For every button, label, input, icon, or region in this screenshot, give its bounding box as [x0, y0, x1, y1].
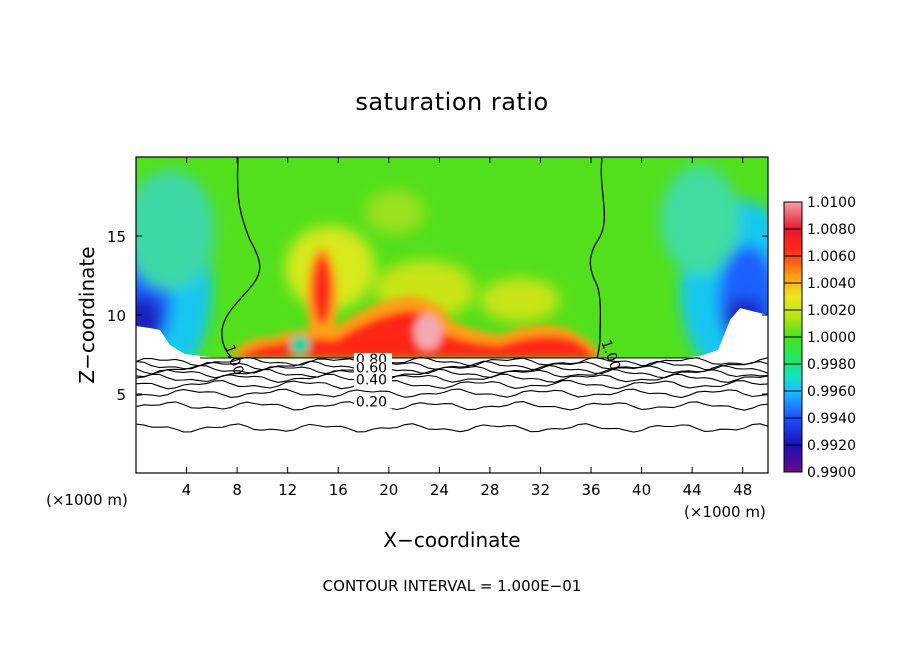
contour-line — [136, 423, 768, 433]
contour-label-bg — [353, 373, 392, 387]
y-tick-label: 10 — [107, 307, 126, 325]
colorbar-tick-label: 0.9960 — [807, 384, 856, 400]
y-axis-label: Z−coordinate — [75, 246, 99, 384]
x-axis-label: X−coordinate — [383, 528, 521, 552]
contour-line-1-00-right — [589, 157, 605, 359]
contour-labels: 1.00 1.000.800.600.400.20 — [221, 338, 623, 411]
contour-line — [136, 388, 768, 399]
x-tick-label: 4 — [182, 481, 192, 499]
x-axis-ticks: 4 8 12 16 20 24 28 32 36 40 44 48 — [182, 157, 752, 499]
x-tick-label: 8 — [232, 481, 242, 499]
x-tick-label: 32 — [531, 481, 550, 499]
x-tick-label: 40 — [632, 481, 651, 499]
colorbar-tick-label: 0.9920 — [807, 438, 856, 454]
contour-label: 0.20 — [356, 395, 387, 411]
contour-line-1-00-left — [221, 157, 261, 359]
contour-label: 0.60 — [356, 361, 387, 377]
y-tick-label: 15 — [107, 228, 126, 246]
contour-line — [136, 401, 768, 411]
colorbar-tick-label: 1.0040 — [807, 276, 856, 292]
x-tick-label: 24 — [430, 481, 449, 499]
contour-label: 0.40 — [356, 373, 387, 389]
colorbar-tick-label: 0.9980 — [807, 357, 856, 373]
heatmap-field: 1.00 1.000.800.600.400.20 — [136, 157, 768, 473]
colorbar-tick-label: 1.0080 — [807, 222, 856, 238]
contour-label-bg — [353, 395, 392, 409]
x-tick-label: 20 — [379, 481, 398, 499]
colorbar-ticks: 1.0100 1.0080 1.0060 1.0040 1.0020 1.0000 0.99… — [784, 195, 856, 481]
x-tick-label: 48 — [733, 481, 752, 499]
contour-line — [136, 368, 768, 379]
chart-title: saturation ratio — [355, 88, 549, 116]
y-tick-label: 5 — [116, 386, 126, 404]
colorbar-tick-label: 0.9900 — [807, 465, 856, 481]
contour-line — [136, 364, 768, 375]
colorbar-tick-label: 1.0020 — [807, 303, 856, 319]
colorbar-tick-label: 1.0100 — [807, 195, 856, 211]
colorbar-tick-label: 1.0060 — [807, 249, 856, 265]
x-unit-note-left: (×1000 m) — [46, 491, 128, 509]
x-tick-label: 44 — [683, 481, 702, 499]
lower-contours — [136, 356, 768, 433]
colorbar-tick-label: 1.0000 — [807, 330, 856, 346]
contour-line — [136, 356, 768, 367]
contour-line — [136, 373, 768, 383]
colorbar-tick-label: 0.9940 — [807, 411, 856, 427]
x-unit-note-right: (×1000 m) — [684, 503, 766, 521]
field-above-surface — [136, 157, 768, 358]
contour-line — [136, 360, 768, 371]
x-tick-label: 16 — [329, 481, 348, 499]
y-axis-ticks: 5 10 15 — [107, 228, 768, 404]
x-tick-label: 28 — [480, 481, 499, 499]
colorbar: 1.0100 1.0080 1.0060 1.0040 1.0020 1.0000 0.99… — [783, 195, 856, 481]
contour-interval-note: CONTOUR INTERVAL = 1.000E−01 — [322, 577, 582, 595]
contour-line — [136, 380, 768, 390]
x-tick-label: 36 — [581, 481, 600, 499]
x-tick-label: 12 — [278, 481, 297, 499]
contour-label-bg — [353, 361, 392, 375]
